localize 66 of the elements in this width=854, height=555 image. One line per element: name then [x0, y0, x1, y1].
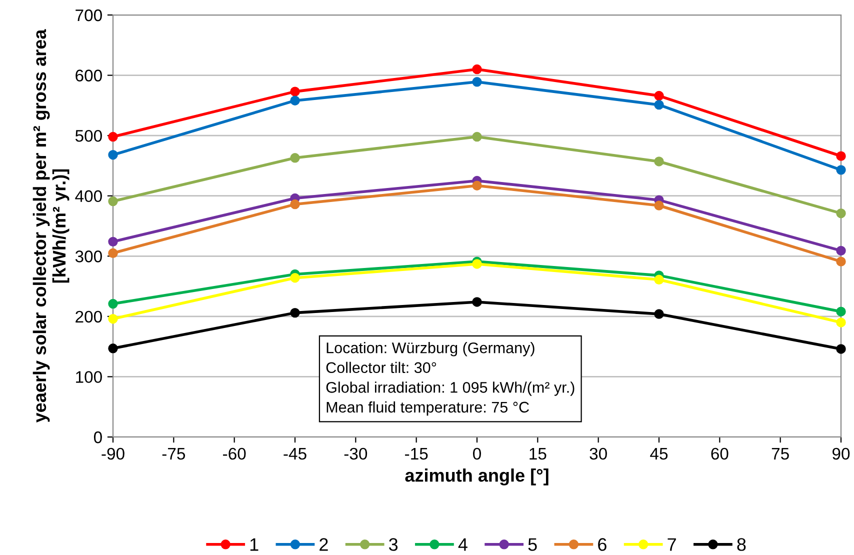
point [108, 344, 118, 354]
x-axis-title: azimuth angle [°] [405, 468, 548, 486]
point [654, 100, 664, 110]
x-tick-label: -60 [223, 448, 246, 460]
y-tick-label: 600 [76, 70, 102, 82]
point [290, 153, 300, 163]
x-tick-label: -90 [102, 448, 124, 460]
point [654, 309, 664, 319]
x-tick-label: -45 [284, 448, 306, 460]
point [108, 150, 118, 160]
point [290, 272, 300, 283]
y-tick-label: 100 [76, 371, 102, 383]
x-tick-label: 0 [473, 448, 481, 460]
legend-label: 3 [388, 538, 398, 551]
y-tick-label: 400 [75, 190, 102, 202]
point [108, 196, 118, 206]
point [108, 314, 118, 324]
legend-label: 2 [320, 538, 328, 551]
point [472, 77, 482, 87]
y-tick-label: 0 [94, 431, 102, 444]
x-tick-label: 90 [832, 448, 850, 460]
x-tick-label: -75 [162, 448, 186, 460]
point [836, 165, 846, 175]
point [654, 274, 664, 285]
point [290, 199, 300, 210]
point [654, 90, 664, 101]
point [836, 318, 846, 328]
legend-label: 7 [668, 538, 676, 551]
point [472, 297, 482, 307]
y-tick-label: 300 [75, 250, 102, 262]
point [836, 246, 846, 256]
x-tick-label: 30 [590, 448, 607, 460]
point [836, 256, 846, 266]
point [108, 298, 118, 309]
point [108, 236, 118, 247]
point [472, 132, 482, 142]
x-tick-label: 45 [650, 448, 668, 460]
point [290, 86, 300, 96]
legend-label: 8 [737, 538, 746, 551]
point [654, 156, 664, 166]
x-tick-label: 15 [530, 448, 546, 460]
point [472, 259, 482, 269]
x-tick-label: 75 [772, 448, 789, 460]
point [472, 64, 482, 74]
y-tick-label: 200 [76, 310, 102, 323]
x-tick-label: -15 [405, 448, 428, 460]
point [108, 132, 118, 142]
point [472, 180, 482, 190]
y-tick-label: 700 [76, 9, 102, 22]
legend-label: 1 [250, 538, 258, 551]
legend-label: 6 [598, 538, 606, 551]
legend-label: 5 [528, 538, 537, 551]
y-tick-label: 500 [75, 130, 102, 142]
point [836, 306, 846, 316]
point [108, 248, 118, 258]
annotation: Location: Würzburg (Germany) Collector tilt: 30° Global irradiation: 1 095 kWh/(m² yr.) Mean fluid temperature: 75 °C [326, 342, 574, 416]
point [836, 208, 846, 218]
legend-label: 4 [458, 538, 468, 551]
point [836, 344, 846, 354]
point [836, 151, 846, 161]
point [654, 200, 664, 210]
y-axis-title: yeaerly solar collector yield per m² gross area [kWh/(m² yr.)] [32, 29, 70, 423]
x-tick-label: 60 [711, 448, 728, 460]
x-tick-label: -30 [344, 448, 368, 460]
point [290, 96, 300, 106]
point [290, 308, 300, 318]
